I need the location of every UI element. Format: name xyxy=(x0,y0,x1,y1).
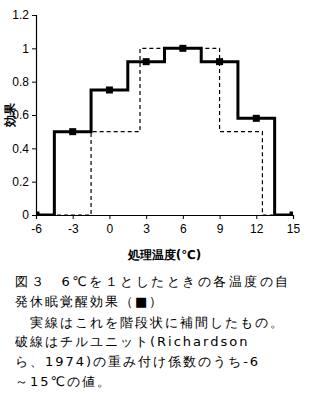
x-tick-label: 9 xyxy=(217,222,224,236)
y-tick: 0.8 xyxy=(12,75,36,89)
x-axis: -6 -3 0 3 6 9 12 15 xyxy=(31,215,300,236)
x-tick: 6 xyxy=(180,215,187,236)
x-tick-label: 6 xyxy=(180,222,187,236)
step-line xyxy=(36,48,293,215)
y-axis-title: 効果 xyxy=(3,102,17,128)
y-tick-label: 1.2 xyxy=(12,8,29,22)
y-axis-line xyxy=(32,16,37,216)
y-tick-label: 1 xyxy=(22,42,29,56)
square-marker xyxy=(143,58,150,65)
y-tick-label: 0.8 xyxy=(12,75,29,89)
x-tick-label: 3 xyxy=(143,222,150,236)
x-axis-line xyxy=(37,216,294,220)
x-tick-mark xyxy=(293,215,294,219)
caption-line: 図３ 6℃を１としたときの各温度の自 xyxy=(15,274,291,289)
y-tick: 0.2 xyxy=(12,175,36,189)
dashed-step-line xyxy=(36,48,293,215)
y-tick: 1.2 xyxy=(12,8,36,22)
square-marker xyxy=(253,115,260,122)
x-tick-label: 0 xyxy=(107,222,114,236)
y-tick-mark xyxy=(32,182,36,183)
caption-line: 発休眠覚醒効果（■） xyxy=(15,294,164,309)
caption-line: ～15℃の値。 xyxy=(15,374,112,389)
y-tick-mark xyxy=(32,215,36,216)
x-tick-label: -6 xyxy=(31,222,42,236)
square-marker xyxy=(69,128,76,135)
x-tick-mark xyxy=(220,215,221,219)
x-tick: 3 xyxy=(143,215,150,236)
y-tick-mark xyxy=(32,15,36,16)
x-tick-label: 15 xyxy=(287,222,301,236)
caption-line: ら、1974)の重み付け係数のうち-6 xyxy=(15,354,260,369)
x-tick-mark xyxy=(109,215,110,219)
x-axis-title: 処理温度(℃) xyxy=(127,248,202,262)
y-tick-mark xyxy=(32,115,36,116)
x-tick: 12 xyxy=(250,215,264,236)
x-tick-mark xyxy=(73,215,74,219)
x-tick: 9 xyxy=(217,215,224,236)
x-tick: 0 xyxy=(107,215,114,236)
x-tick-mark xyxy=(183,215,184,219)
x-tick-label: -3 xyxy=(68,222,79,236)
x-tick-label: 12 xyxy=(250,222,264,236)
square-marker xyxy=(106,87,113,94)
y-tick-label: 0 xyxy=(22,208,29,222)
y-tick-mark xyxy=(32,82,36,83)
chart: -6-30369121500.20.40.60.811.2処理温度(℃)効果図３… xyxy=(0,0,332,412)
x-tick-mark xyxy=(256,215,257,219)
plot-area xyxy=(36,45,293,215)
y-tick-mark xyxy=(32,148,36,149)
x-tick: -6 xyxy=(31,215,42,236)
y-tick: 0.4 xyxy=(12,142,36,156)
caption-line: 破線はチルユニット(Richardson xyxy=(14,334,249,349)
x-tick-mark xyxy=(146,215,147,219)
y-tick-mark xyxy=(32,48,36,49)
caption-line: 実線はこれを階段状に補間したもの。 xyxy=(15,315,285,330)
y-tick: 1 xyxy=(22,42,36,56)
y-tick-label: 0.4 xyxy=(12,142,29,156)
y-tick-label: 0.2 xyxy=(12,175,29,189)
x-tick: -3 xyxy=(68,215,79,236)
y-tick: 0 xyxy=(22,208,36,222)
x-tick: 15 xyxy=(287,215,301,236)
